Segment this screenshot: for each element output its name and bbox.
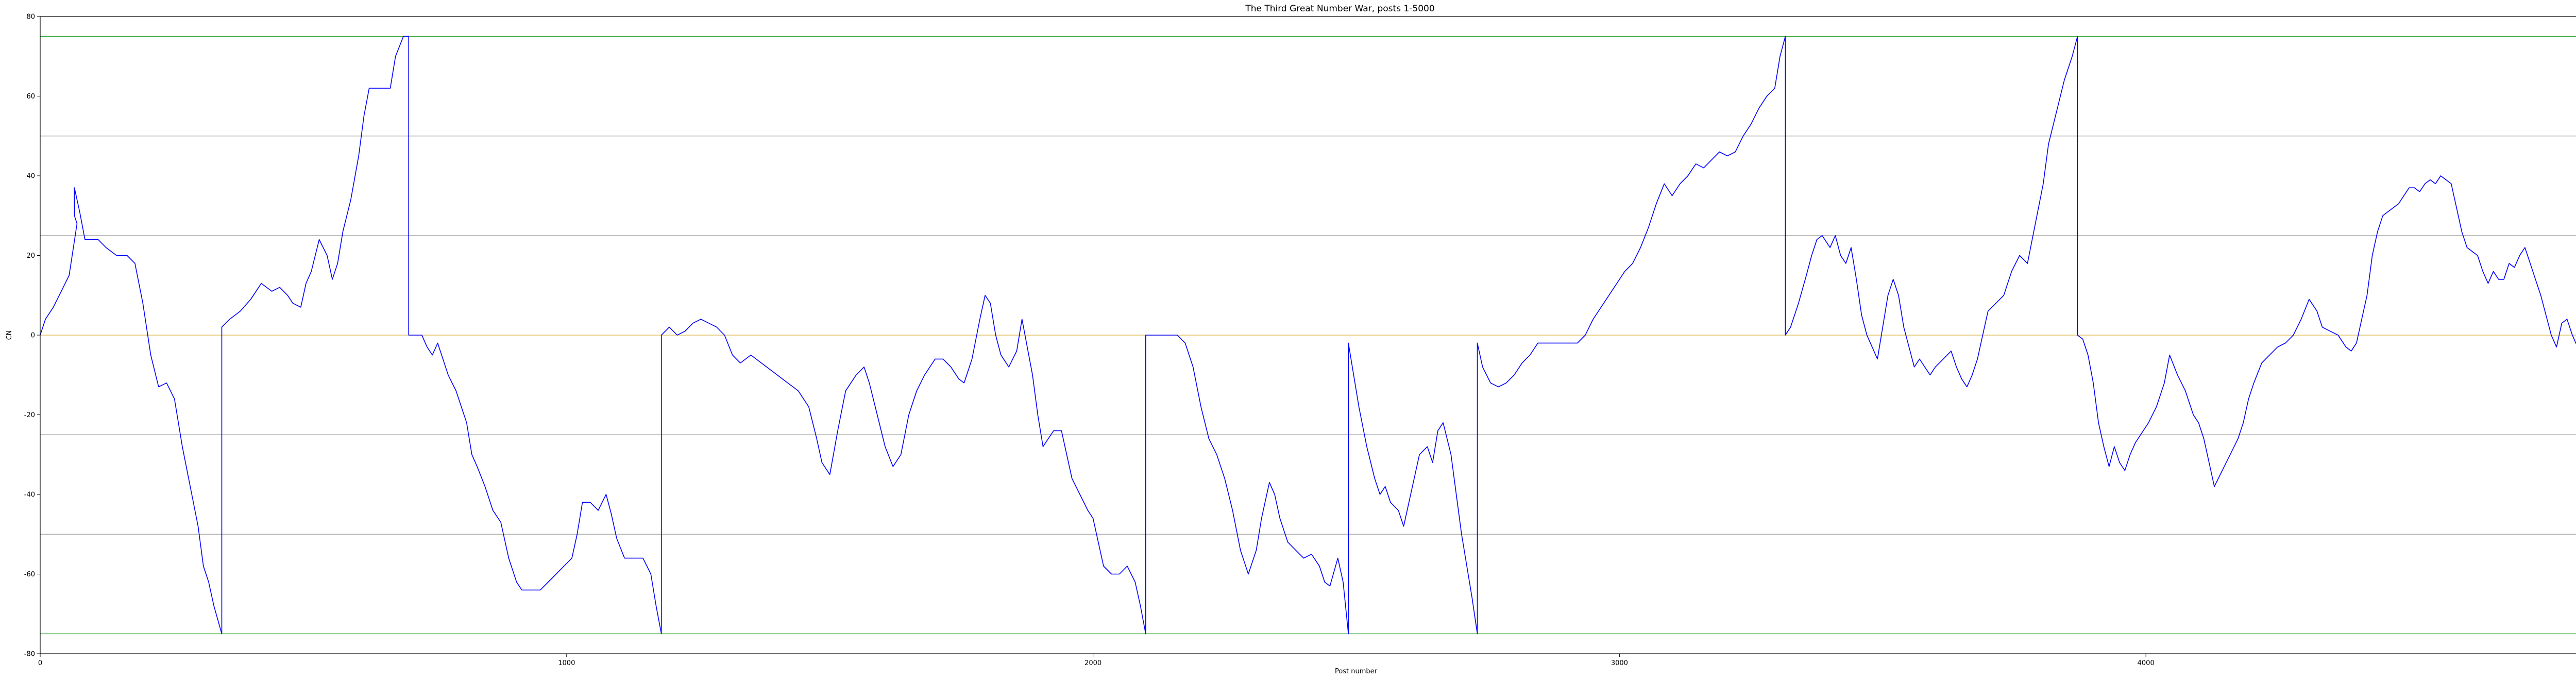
- x-axis-label: Post number: [1335, 668, 1378, 675]
- x-tick-label: 3000: [1611, 659, 1628, 667]
- x-tick-label: 2000: [1084, 659, 1101, 667]
- x-tick-label: 1000: [558, 659, 575, 667]
- y-tick-label: -20: [24, 411, 35, 419]
- series-line-0: [40, 36, 2576, 635]
- y-tick-label: -80: [24, 651, 35, 658]
- y-tick-label: 40: [26, 173, 35, 180]
- y-axis-label: CN: [6, 330, 13, 340]
- y-tick-label: 20: [26, 252, 35, 260]
- chart-title: The Third Great Number War, posts 1-5000: [1245, 4, 1434, 14]
- y-tick-label: -60: [24, 571, 35, 578]
- y-tick-label: 60: [26, 93, 35, 101]
- y-tick-label: 80: [26, 13, 35, 21]
- x-tick-label: 4000: [2138, 659, 2155, 667]
- y-tick-label: 0: [31, 332, 35, 340]
- x-tick-label: 0: [38, 659, 42, 667]
- y-tick-label: -40: [24, 491, 35, 499]
